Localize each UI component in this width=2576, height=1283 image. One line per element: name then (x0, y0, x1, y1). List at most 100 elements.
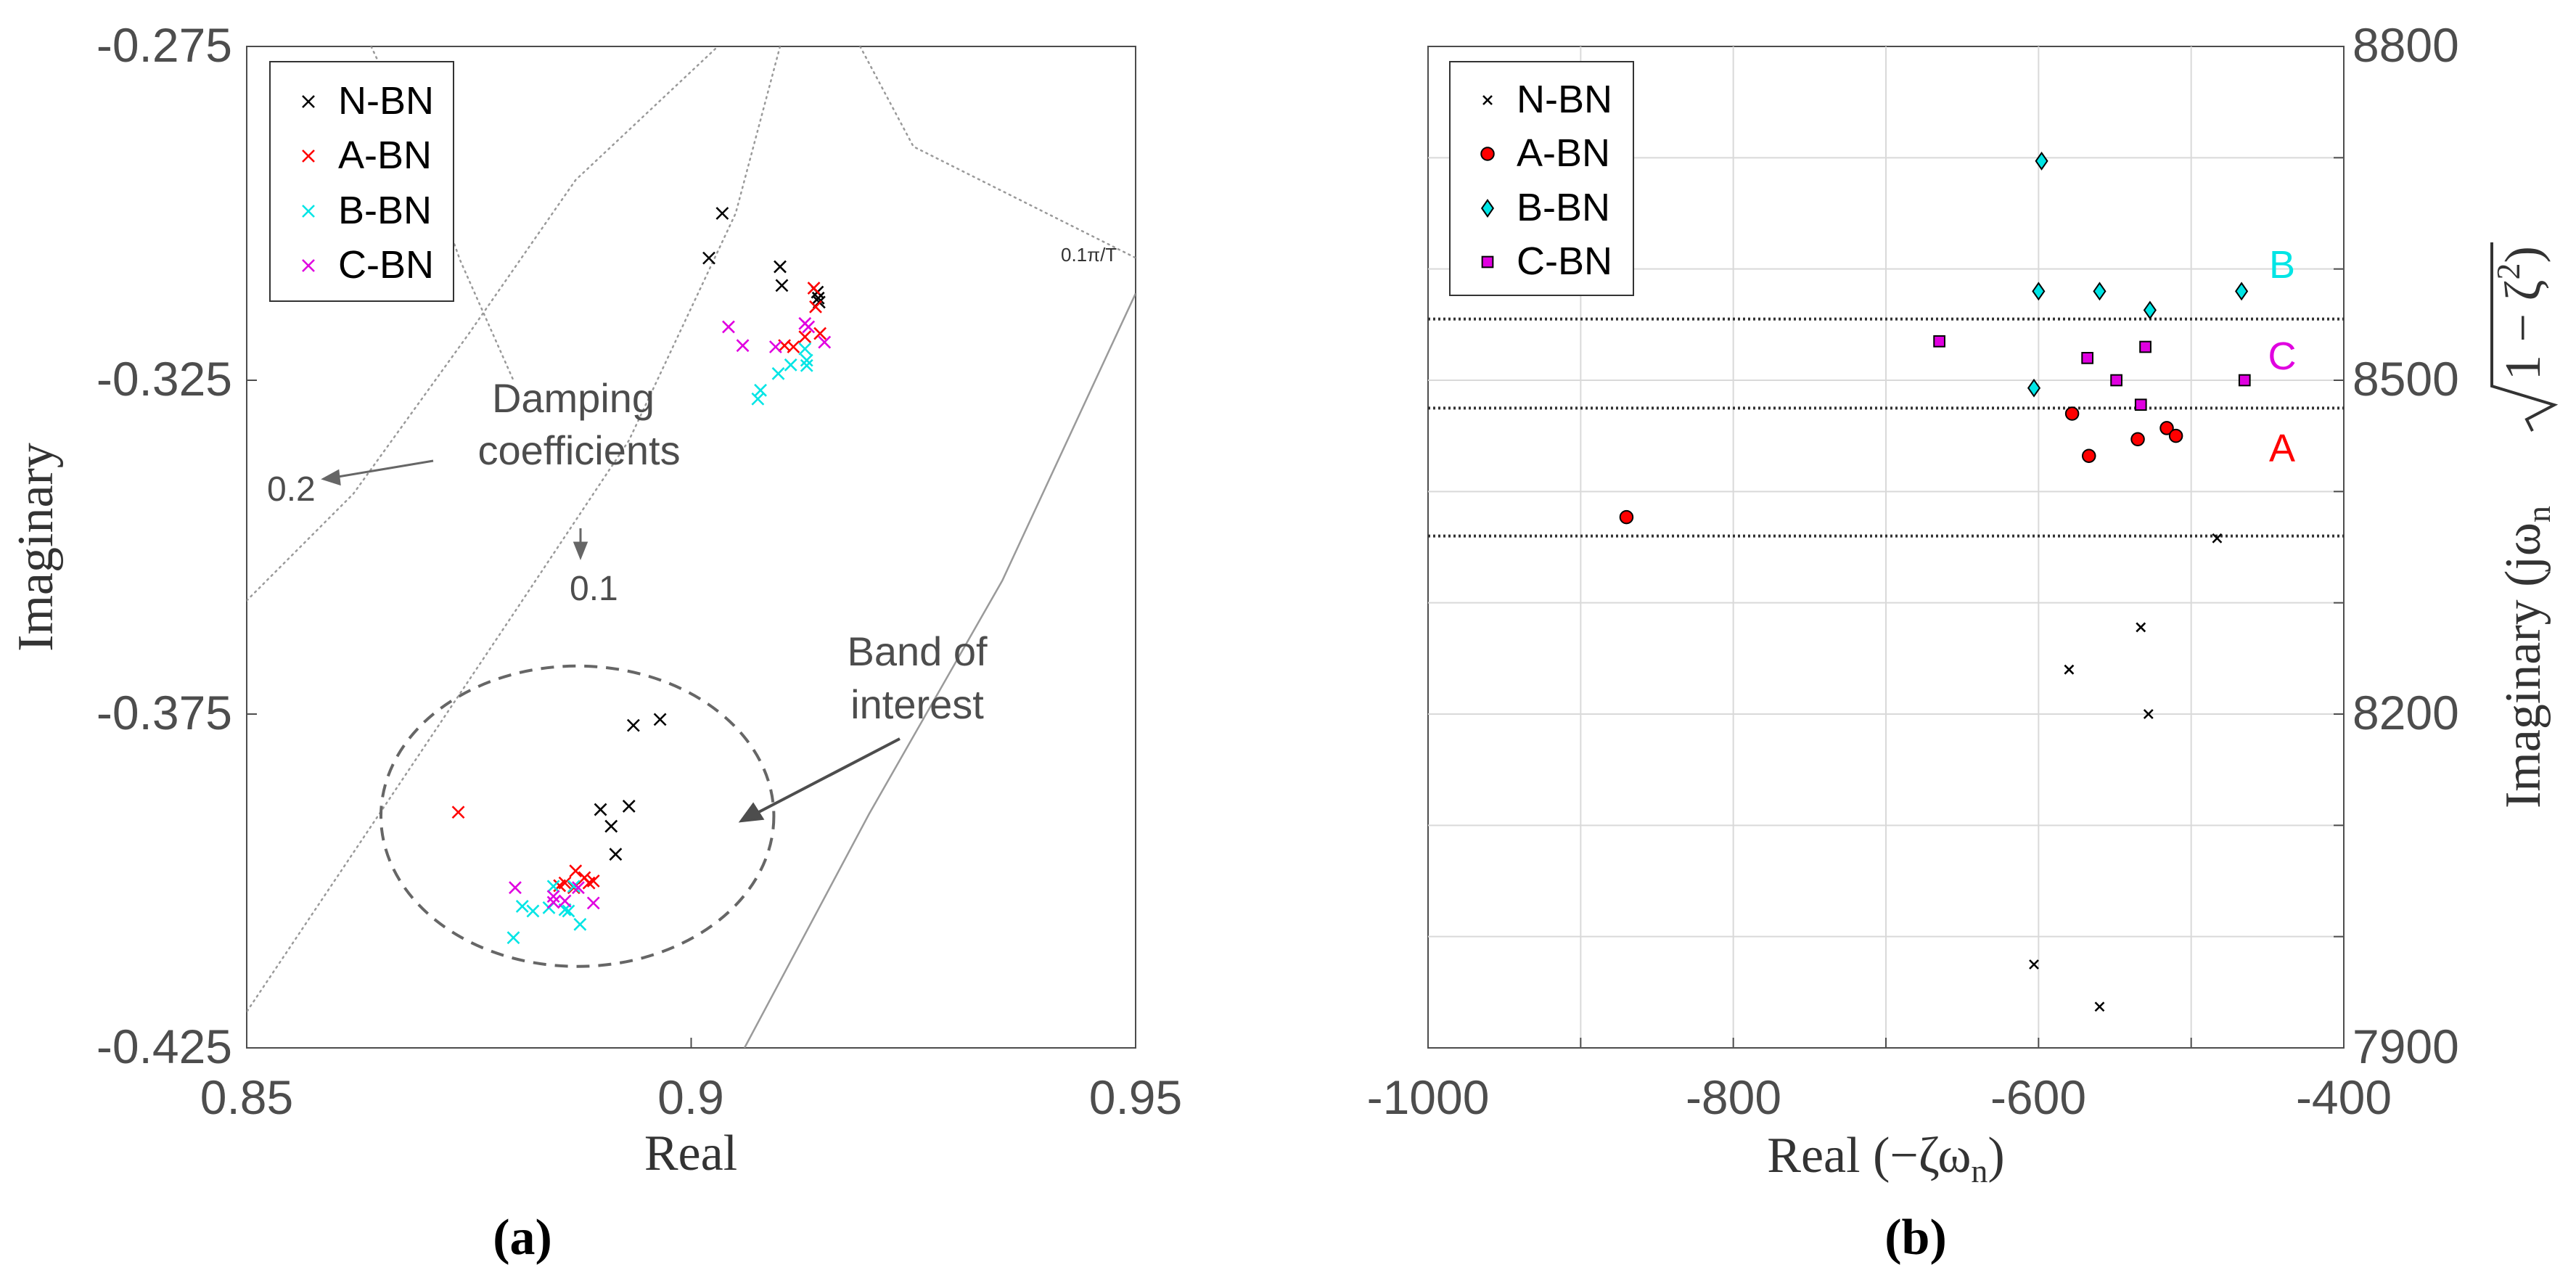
a-legend: N-BN A-BN B-BN C-BN (269, 61, 454, 302)
a-point-n-bn (626, 718, 640, 732)
a-point-c-bn (509, 881, 522, 895)
a-x-axis-label: Real (644, 1126, 737, 1181)
a-legend-label: N-BN (338, 79, 434, 123)
b-point-c-bn (2139, 340, 2152, 353)
b-point-n-bn (2094, 1001, 2105, 1012)
panel-b-scatter: B C A -1000 -800 -600 -400 7900 8200 850… (1367, 18, 2559, 1266)
a-point-n-bn (604, 819, 618, 833)
b-point-c-bn (2238, 374, 2251, 387)
b-x-axis-label-sub: n (1971, 1152, 1988, 1189)
a-natural-frequency-line (743, 292, 1136, 1048)
a-point-n-bn (594, 803, 607, 816)
a-point-a-bn (569, 864, 583, 878)
a-point-c-bn (558, 894, 572, 908)
a-xtick-label: 0.85 (200, 1070, 293, 1124)
b-y-axis-label: Imaginary (jωn 1 − ζ2) (2490, 242, 2559, 808)
a-ytick-label: -0.425 (97, 1020, 232, 1073)
a-arrow-band (738, 737, 901, 823)
b-xtick-label: -1000 (1367, 1070, 1490, 1124)
a-damping-line (370, 46, 514, 382)
b-point-n-bn (2212, 533, 2223, 544)
a-legend-marker (302, 205, 315, 218)
b-y-axis-sqrt-sign (2490, 242, 2559, 432)
b-point-a-bn (2168, 428, 2183, 443)
a-legend-marker (302, 259, 315, 272)
a-band-label: interest (850, 681, 984, 727)
b-legend-label: N-BN (1517, 78, 1612, 121)
a-legend-label: B-BN (338, 189, 432, 232)
a-point-b-bn (526, 904, 540, 918)
a-point-a-bn (809, 300, 822, 313)
a-damping-line (247, 46, 719, 602)
b-point-b-bn (2035, 151, 2048, 171)
panel-a-scatter: 0.85 0.9 0.95 -0.425 -0.375 -0.325 -0.27… (8, 18, 1182, 1266)
b-legend-marker (1480, 199, 1495, 218)
b-ytick-label: 8800 (2353, 18, 2459, 72)
a-caption: (a) (493, 1210, 552, 1266)
b-legend-marker (1480, 147, 1495, 161)
a-xtick-label: 0.9 (657, 1070, 724, 1124)
a-point-a-bn (451, 806, 465, 819)
b-point-a-bn (2130, 432, 2145, 447)
a-arrow-damping-0-2 (321, 459, 434, 486)
a-point-b-bn (567, 880, 581, 893)
a-ytick-label: -0.375 (97, 686, 232, 739)
a-damping-line (859, 46, 1136, 259)
b-ytick-label: 7900 (2353, 1020, 2459, 1073)
a-point-b-bn (751, 392, 765, 406)
b-point-c-bn (2081, 351, 2093, 364)
b-legend-label: C-BN (1517, 239, 1612, 283)
b-x-axis-label-main: Real (−ζω (1767, 1128, 1971, 1184)
b-band-label-c: C (2268, 335, 2297, 378)
b-point-c-bn (2110, 374, 2122, 387)
a-point-n-bn (715, 207, 729, 220)
b-point-b-bn (2235, 282, 2249, 301)
a-point-c-bn (736, 339, 750, 353)
a-point-a-bn (798, 330, 812, 344)
b-caption: (b) (1884, 1210, 1947, 1266)
b-point-n-bn (2029, 959, 2039, 970)
b-point-n-bn (2064, 664, 2075, 675)
b-point-c-bn (2134, 398, 2147, 411)
a-damping-line (247, 46, 782, 1014)
a-point-n-bn (702, 251, 715, 265)
a-damping-label-0-2: 0.2 (267, 470, 316, 509)
a-point-b-bn (515, 900, 529, 913)
a-arrow-damping-0-1 (573, 528, 588, 561)
b-y-axis-label-main: Imaginary (jω (2495, 522, 2551, 808)
b-point-a-bn (1619, 509, 1634, 525)
b-xtick-label: -800 (1686, 1070, 1781, 1124)
b-point-n-bn (2136, 622, 2146, 633)
b-point-a-bn (2159, 421, 2174, 435)
a-point-b-bn (800, 353, 813, 367)
a-y-axis-label: Imaginary (8, 443, 64, 652)
a-point-b-bn (800, 358, 813, 372)
b-band-label-a: A (2269, 427, 2295, 470)
a-point-n-bn (609, 848, 623, 861)
a-point-a-bn (582, 876, 596, 890)
a-point-b-bn (798, 342, 812, 356)
a-legend-marker (302, 95, 315, 108)
a-point-n-bn (811, 291, 825, 305)
b-legend-marker (1481, 255, 1494, 269)
a-nf-label: 0.1π/T (1061, 244, 1117, 266)
a-point-n-bn (622, 800, 636, 813)
b-x-axis-label-close: ) (1988, 1128, 2004, 1184)
b-point-b-bn (2093, 282, 2107, 301)
svg-text:Imaginary (jωn: Imaginary (jωn (2495, 506, 2557, 808)
b-y-axis-label-sub: n (2520, 506, 2557, 522)
a-xtick-label: 0.95 (1089, 1070, 1182, 1124)
b-point-a-bn (2064, 406, 2080, 421)
a-point-a-bn (807, 282, 821, 295)
a-point-b-bn (771, 366, 785, 380)
b-point-b-bn (2032, 282, 2046, 301)
b-band-label-b: B (2269, 243, 2295, 287)
a-point-b-bn (754, 383, 767, 397)
a-legend-label: C-BN (338, 243, 434, 287)
b-point-c-bn (1933, 335, 1945, 348)
a-damping-label-0-1: 0.1 (570, 570, 618, 608)
a-point-c-bn (572, 881, 585, 895)
a-band-label: Band of (847, 628, 987, 674)
a-point-a-bn (813, 327, 827, 340)
